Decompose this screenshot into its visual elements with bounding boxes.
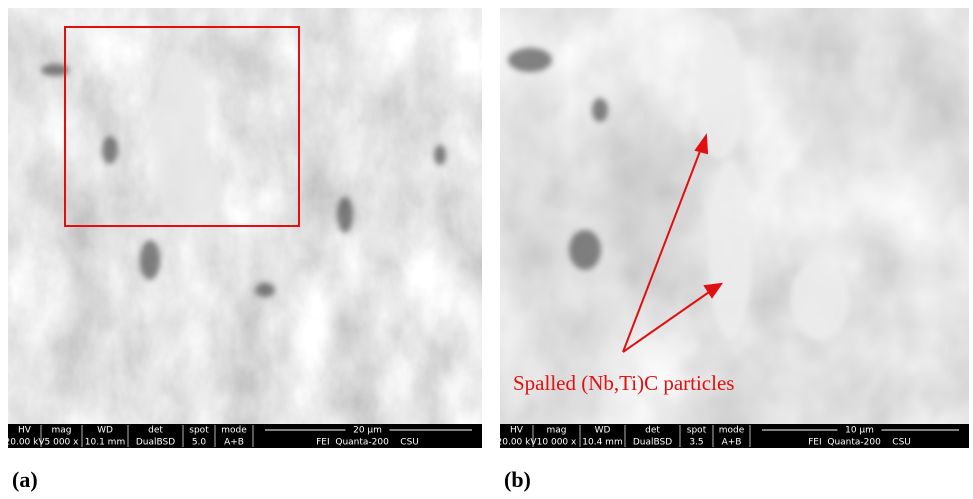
instrument: FEI Quanta-200 CSU <box>316 438 419 448</box>
info-header: det <box>645 426 660 436</box>
micrograph-b: Spalled (Nb,Ti)C particles <box>500 8 969 448</box>
info-value: 20.00 kV <box>5 438 46 448</box>
micrograph-a <box>8 8 482 448</box>
info-value: 5.0 <box>192 438 207 448</box>
info-value: 10 000 x <box>537 438 577 448</box>
info-header: HV <box>18 426 32 436</box>
scale-label: 20 μm <box>353 426 382 436</box>
info-value: DualBSD <box>633 438 672 448</box>
info-value: 5 000 x <box>45 438 80 448</box>
info-value: A+B <box>722 438 742 448</box>
info-header: HV <box>510 426 524 436</box>
instrument: FEI Quanta-200 CSU <box>808 438 911 448</box>
info-value: 3.5 <box>689 438 703 448</box>
panel-label: (b) <box>504 467 531 492</box>
info-value: 10.1 mm <box>85 438 125 448</box>
info-header: WD <box>97 426 113 436</box>
info-header: spot <box>687 426 707 436</box>
info-value: DualBSD <box>136 438 175 448</box>
info-header: mode <box>719 426 745 436</box>
figure: Spalled (Nb,Ti)C particles (a) (b) HV 20.… <box>0 0 973 499</box>
panel-label: (a) <box>12 467 38 492</box>
info-header: det <box>148 426 163 436</box>
info-header: mag <box>547 426 567 436</box>
info-header: WD <box>595 426 611 436</box>
info-value: 10.4 mm <box>582 438 622 448</box>
info-header: mag <box>52 426 72 436</box>
annotation: Spalled (Nb,Ti)C particles <box>513 371 734 395</box>
scale-label: 10 μm <box>845 426 874 436</box>
info-header: mode <box>221 426 247 436</box>
info-value: 20.00 kV <box>497 438 538 448</box>
info-header: spot <box>189 426 209 436</box>
info-value: A+B <box>224 438 244 448</box>
